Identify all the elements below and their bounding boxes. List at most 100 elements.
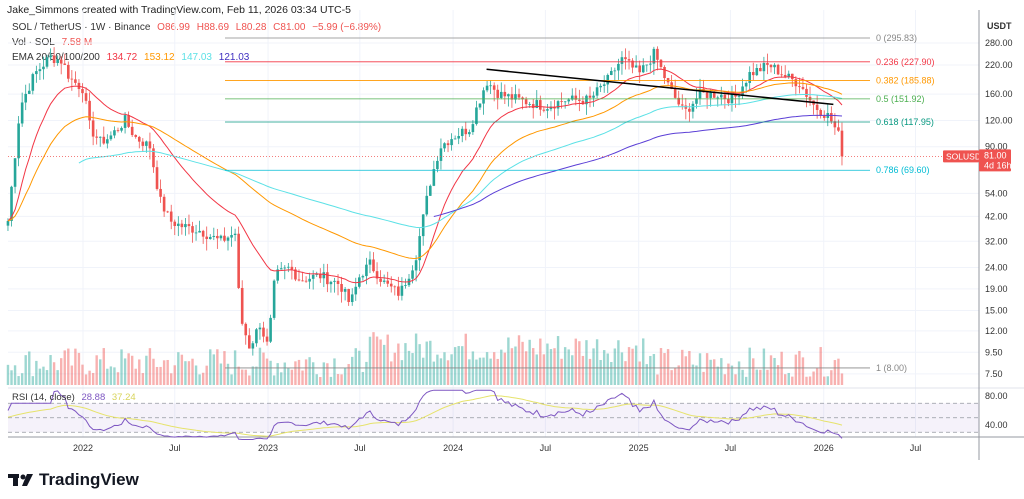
volume-bar	[269, 360, 272, 385]
volume-bar	[52, 362, 56, 385]
candle-body	[88, 100, 91, 121]
volume-bar	[720, 358, 723, 385]
candle-body	[822, 115, 826, 118]
volume-bar	[595, 339, 599, 385]
volume-bar	[546, 343, 549, 385]
volume-bar	[294, 361, 297, 385]
volume-bar	[386, 334, 389, 385]
volume-bar	[705, 353, 709, 385]
volume-bar	[194, 365, 198, 385]
volume-bar	[588, 358, 592, 385]
volume-bar	[652, 354, 656, 385]
rsi-line	[7, 389, 843, 440]
fib-level-label: 0.382 (185.88)	[876, 75, 935, 85]
volume-bar	[762, 348, 766, 385]
volume-bar	[91, 372, 95, 385]
candle-body	[542, 109, 546, 111]
volume-bar	[382, 344, 386, 385]
volume-bar	[475, 359, 478, 385]
rsi-axis-tick: 40.00	[985, 420, 1008, 430]
time-axis-tick: Jul	[725, 443, 737, 453]
candle-body	[393, 286, 397, 288]
candle-body	[336, 280, 340, 284]
candle-body	[798, 86, 801, 88]
volume-bar	[240, 369, 244, 385]
volume-bar	[173, 365, 176, 385]
volume-bar	[769, 355, 773, 385]
candle-body	[503, 91, 507, 97]
candle-body	[326, 272, 329, 285]
rsi-legend[interactable]: RSI (14, close) 28.88 37.24	[12, 392, 140, 403]
last-price-value: 81.00	[984, 150, 1007, 160]
volume-bar	[691, 364, 695, 385]
volume-bar	[684, 356, 688, 385]
candle-body	[184, 224, 187, 228]
ema-legend[interactable]: EMA 20/50/100/200 134.72 153.12 147.03 1…	[12, 52, 253, 63]
volume-bar	[634, 345, 638, 385]
fib-level-label: 0.236 (227.90)	[876, 57, 935, 67]
candle-body	[42, 66, 45, 70]
candle-body	[386, 280, 390, 284]
candle-body	[609, 70, 613, 75]
candle-body	[340, 283, 343, 292]
price-axis-tick: 9.50	[985, 347, 1003, 357]
candle-body	[237, 233, 240, 288]
candle-body	[680, 104, 684, 106]
candle-body	[720, 94, 723, 98]
time-axis-tick: 2025	[629, 443, 649, 453]
volume-bar	[535, 354, 538, 385]
candle-body	[468, 132, 471, 135]
volume-bar	[503, 352, 507, 385]
rsi-axis-tick: 80.00	[985, 391, 1008, 401]
volume-bar	[560, 358, 563, 385]
volume-bar	[673, 367, 677, 385]
candle-body	[247, 335, 251, 349]
volume-bar	[170, 373, 173, 385]
volume-bar	[645, 364, 648, 385]
candle-body	[276, 269, 279, 281]
candle-body	[283, 267, 287, 269]
volume-bar	[77, 352, 81, 385]
volume-bar	[368, 336, 372, 385]
volume-bar	[287, 367, 290, 385]
volume-bar	[6, 364, 10, 385]
volume-bar	[109, 366, 113, 385]
ema200-line	[433, 114, 843, 217]
candle-body	[712, 92, 716, 98]
volume-bar	[532, 348, 535, 385]
volume-bar	[556, 336, 560, 385]
candle-body	[365, 264, 368, 277]
symbol-legend[interactable]: SOL / TetherUS · 1W · Binance O86.99 H88…	[12, 22, 385, 33]
candle-body	[507, 94, 510, 97]
volume-bar	[453, 347, 457, 385]
volume-bar	[744, 376, 748, 385]
volume-bar	[620, 352, 624, 385]
volume-bar	[567, 349, 570, 385]
candle-body	[91, 120, 95, 137]
candle-body	[31, 74, 35, 91]
volume-bar	[833, 360, 837, 385]
volume-bar	[315, 374, 318, 385]
tradingview-logo[interactable]: TradingView	[8, 470, 139, 490]
candle-body	[499, 91, 503, 98]
volume-bar	[581, 355, 585, 385]
volume-bar	[450, 354, 453, 385]
candle-body	[766, 63, 769, 65]
volume-bar	[336, 374, 340, 385]
candle-body	[208, 236, 212, 240]
volume-bar	[304, 359, 308, 385]
volume-bar	[333, 358, 336, 385]
volume-bar	[311, 362, 315, 385]
volume-bar	[507, 337, 510, 385]
volume-bar	[280, 372, 283, 385]
volume-bar	[748, 347, 751, 385]
volume-bar	[216, 349, 219, 385]
candle-body	[38, 69, 42, 72]
candle-body	[106, 139, 109, 144]
volume-bar	[695, 365, 698, 385]
price-axis-tick: 19.00	[985, 284, 1008, 294]
volume-bar	[56, 370, 59, 385]
candle-body	[201, 230, 205, 237]
volume-bar	[723, 374, 727, 385]
